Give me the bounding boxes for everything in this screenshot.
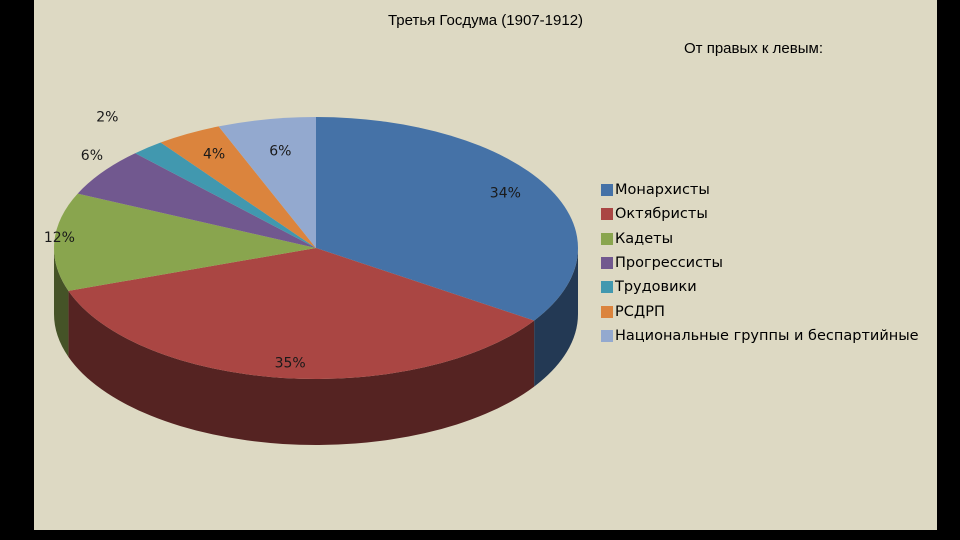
- data-label-2: 35%: [275, 355, 306, 371]
- pie-slice-5: [135, 142, 316, 248]
- pie-labels: 34% 35% 12% 6% 2% 4% 6%: [44, 110, 521, 372]
- legend-item-1: Монархисты: [601, 178, 919, 202]
- legend-swatch: [601, 257, 613, 270]
- data-label-3: 12%: [44, 230, 75, 246]
- data-label-7: 6%: [269, 143, 291, 159]
- legend-swatch: [601, 329, 613, 342]
- legend-label: Монархисты: [615, 182, 710, 199]
- data-label-5: 2%: [96, 110, 118, 126]
- pie-slice-1: [316, 117, 578, 321]
- pie-top: [54, 117, 578, 379]
- legend-label: Октябристы: [615, 206, 708, 223]
- legend-item-3: Кадеты: [601, 227, 919, 251]
- legend-label: Прогрессисты: [615, 255, 723, 272]
- legend-swatch: [601, 208, 613, 221]
- pie-slice-4: [77, 153, 316, 248]
- pie-side-1: [534, 248, 578, 387]
- data-label-4: 6%: [81, 148, 103, 164]
- slide-background: Третья Госдума (1907-1912) От правых к л…: [34, 0, 937, 530]
- chart-subtitle: От правых к левым:: [684, 40, 823, 57]
- legend-swatch: [601, 232, 613, 245]
- pie-side-2: [68, 290, 535, 446]
- legend-label: Кадеты: [615, 230, 674, 247]
- chart-title: Третья Госдума (1907-1912): [387, 12, 584, 29]
- data-label-6: 4%: [203, 146, 225, 162]
- legend-swatch: [601, 184, 613, 197]
- pie-slice-7: [218, 117, 316, 248]
- legend-label: Национальные группы и беспартийные: [615, 327, 919, 344]
- legend-item-5: Трудовики: [601, 275, 919, 299]
- pie-slice-3: [54, 193, 316, 291]
- legend-item-2: Октябристы: [601, 202, 919, 226]
- pie-slice-2: [68, 248, 535, 379]
- pie-sides: [54, 248, 578, 446]
- legend: Монархисты Октябристы Кадеты Прогрессисты Тр…: [601, 178, 919, 348]
- legend-item-7: Национальные группы и беспартийные: [601, 324, 919, 348]
- legend-swatch: [601, 305, 613, 318]
- legend-swatch: [601, 281, 613, 294]
- pie-chart: 34% 35% 12% 6% 2% 4% 6%: [44, 110, 578, 446]
- legend-item-6: РСДРП: [601, 299, 919, 323]
- legend-label: РСДРП: [615, 303, 665, 320]
- legend-label: Трудовики: [615, 279, 697, 296]
- data-label-1: 34%: [490, 185, 521, 201]
- legend-item-4: Прогрессисты: [601, 251, 919, 275]
- pie-slice-6: [160, 126, 316, 248]
- pie-side-3: [54, 248, 69, 357]
